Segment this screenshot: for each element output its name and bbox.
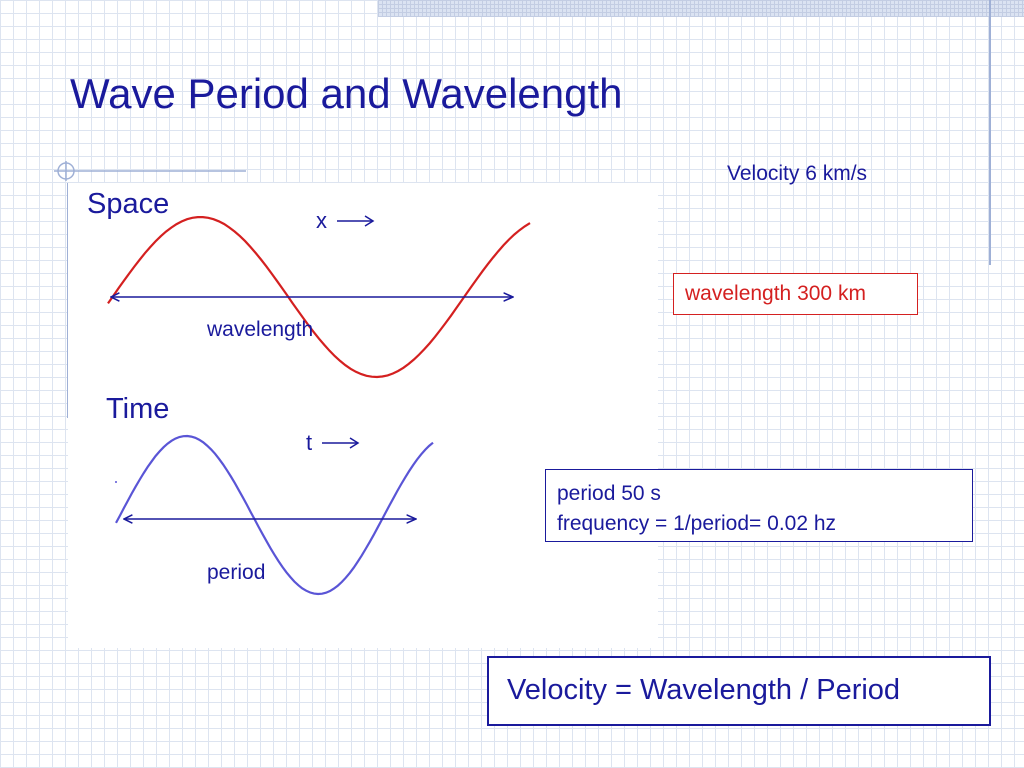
- diagram-panel: [68, 183, 658, 648]
- right-arrow-icon: [337, 215, 375, 227]
- title-rule: [54, 161, 246, 181]
- velocity-note: Velocity 6 km/s: [727, 162, 868, 185]
- wavelength-label: wavelength: [207, 318, 314, 341]
- period-frequency-box: period 50 s frequency = 1/period= 0.02 h…: [545, 469, 973, 542]
- stray-dot: [115, 481, 117, 483]
- time-sine-wave: [115, 434, 434, 596]
- time-axis-indicator: t: [306, 430, 360, 456]
- time-heading: Time: [106, 393, 170, 425]
- decorative-right-rule: [989, 0, 991, 265]
- period-line: period 50 s: [557, 482, 661, 505]
- panel-rule: [67, 183, 68, 418]
- space-axis-label: x: [316, 208, 327, 233]
- frequency-line: frequency = 1/period= 0.02 hz: [557, 512, 837, 535]
- decorative-top-band: [378, 0, 1024, 17]
- time-axis-label: t: [306, 430, 313, 455]
- period-label: period: [207, 561, 266, 584]
- space-axis-indicator: x: [316, 208, 375, 234]
- velocity-formula-box: Velocity = Wavelength / Period: [487, 656, 991, 726]
- wavelength-box: wavelength 300 km: [673, 273, 918, 315]
- slide-title: Wave Period and Wavelength: [70, 70, 623, 117]
- space-heading: Space: [87, 188, 170, 220]
- space-sine-wave: [107, 216, 531, 379]
- right-arrow-icon: [322, 437, 360, 449]
